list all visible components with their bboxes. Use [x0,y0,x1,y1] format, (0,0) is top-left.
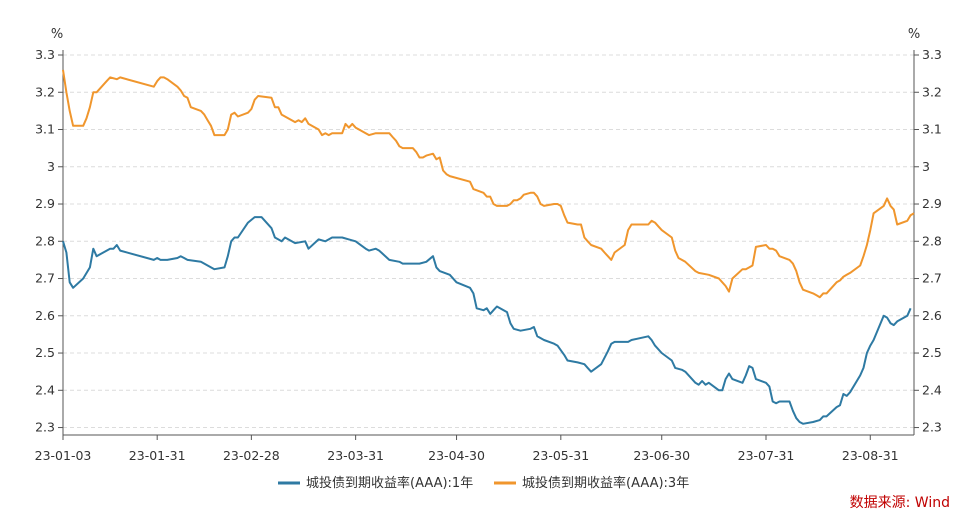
x-tick-label: 23-02-28 [223,448,280,463]
legend-label-2: 城投债到期收益率(AAA):3年 [522,475,689,491]
x-tick-label: 23-05-31 [532,448,589,463]
y-tick-label-right: 2.8 [922,233,942,248]
y-tick-label-left: 3.3 [35,47,55,62]
y-tick-label-left: 2.5 [35,345,55,360]
y-tick-label-right: 2.4 [922,382,942,397]
y-tick-label-right: 3.3 [922,47,942,62]
y-tick-label-left: 2.4 [35,382,55,397]
y-unit-left: % [51,27,63,42]
y-tick-label-left: 3.2 [35,84,55,99]
x-tick-label: 23-06-30 [633,448,690,463]
x-tick-label: 23-04-30 [428,448,485,463]
y-tick-label-left: 2.6 [35,308,55,323]
series-line-1 [62,216,912,425]
axes: 2.3 2.3 2.4 2.4 2.5 2.5 2.6 2.6 2.7 2.7 2.8 2.8 2.9 2… [35,27,942,463]
y-tick-label-left: 3.1 [35,122,55,137]
gridlines [63,54,914,429]
y-tick-label-left: 2.3 [35,420,55,435]
y-tick-label-left: 2.9 [35,196,55,211]
y-tick-label-right: 2.3 [922,420,942,435]
y-tick-label-right: 2.7 [922,271,942,286]
y-tick-label-right: 2.6 [922,308,942,323]
x-tick-label: 23-07-31 [738,448,795,463]
x-tick-label: 23-03-31 [327,448,384,463]
y-tick-label-right: 3 [922,159,930,174]
legend-label-1: 城投债到期收益率(AAA):1年 [306,475,473,491]
y-tick-label-left: 2.7 [35,271,55,286]
y-tick-label-right: 2.5 [922,345,942,360]
x-tick-label: 23-08-31 [842,448,899,463]
y-tick-label-left: 3 [47,159,55,174]
x-tick-label: 23-01-31 [129,448,186,463]
y-unit-right: % [908,27,920,42]
series-lines [62,69,915,425]
data-source-note: 数据来源: Wind [849,495,950,511]
series-line-2 [62,69,915,299]
y-tick-label-right: 2.9 [922,196,942,211]
y-tick-label-left: 2.8 [35,233,55,248]
y-tick-label-right: 3.1 [922,122,942,137]
y-tick-label-right: 3.2 [922,84,942,99]
x-tick-label: 23-01-03 [35,448,92,463]
legend: 城投债到期收益率(AAA):1年 城投债到期收益率(AAA):3年 [278,475,689,491]
